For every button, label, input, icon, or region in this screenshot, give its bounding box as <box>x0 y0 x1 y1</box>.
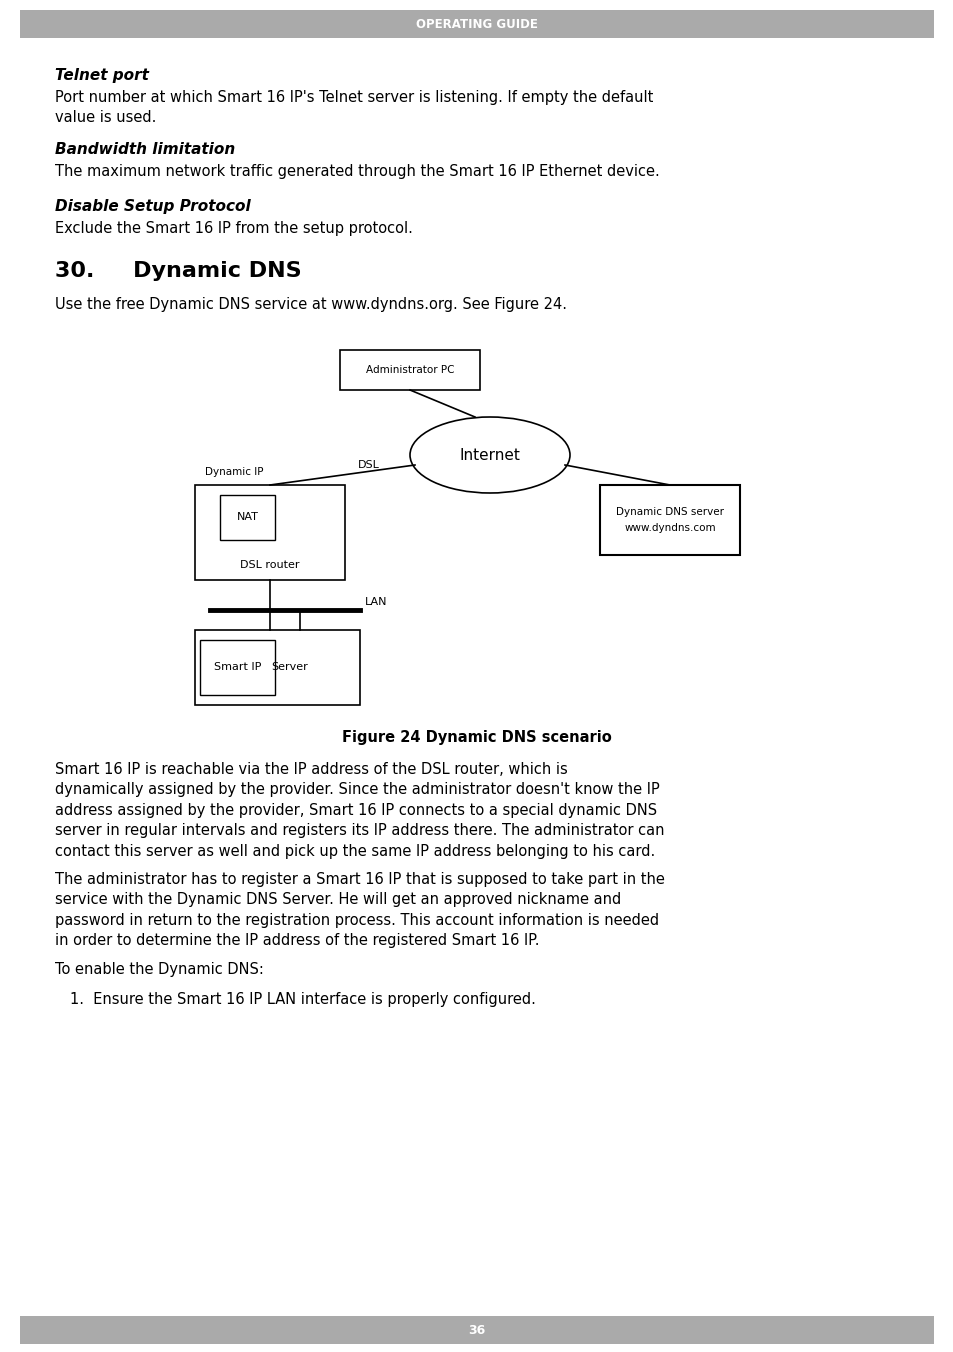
Text: NAT: NAT <box>236 512 258 522</box>
Text: Telnet port: Telnet port <box>55 68 149 82</box>
Text: Internet: Internet <box>459 448 520 462</box>
Text: Smart IP: Smart IP <box>213 662 261 672</box>
Text: Exclude the Smart 16 IP from the setup protocol.: Exclude the Smart 16 IP from the setup p… <box>55 220 413 237</box>
Text: www.dyndns.com: www.dyndns.com <box>623 523 715 533</box>
Text: Bandwidth limitation: Bandwidth limitation <box>55 142 235 157</box>
Ellipse shape <box>410 416 569 493</box>
Text: The administrator has to register a Smart 16 IP that is supposed to take part in: The administrator has to register a Smar… <box>55 872 664 948</box>
Text: Use the free Dynamic DNS service at www.dyndns.org. See Figure 24.: Use the free Dynamic DNS service at www.… <box>55 297 566 312</box>
FancyBboxPatch shape <box>220 495 274 539</box>
FancyBboxPatch shape <box>194 485 345 580</box>
Text: The maximum network traffic generated through the Smart 16 IP Ethernet device.: The maximum network traffic generated th… <box>55 164 659 178</box>
FancyBboxPatch shape <box>194 630 359 704</box>
Text: Figure 24 Dynamic DNS scenario: Figure 24 Dynamic DNS scenario <box>342 730 611 745</box>
Text: Dynamic DNS server: Dynamic DNS server <box>616 507 723 516</box>
FancyBboxPatch shape <box>339 350 479 389</box>
Text: DSL router: DSL router <box>240 560 299 571</box>
FancyBboxPatch shape <box>200 639 274 695</box>
Text: To enable the Dynamic DNS:: To enable the Dynamic DNS: <box>55 963 264 977</box>
Text: Administrator PC: Administrator PC <box>365 365 454 375</box>
Text: Dynamic IP: Dynamic IP <box>205 466 263 477</box>
Text: 30.     Dynamic DNS: 30. Dynamic DNS <box>55 261 301 281</box>
Text: OPERATING GUIDE: OPERATING GUIDE <box>416 18 537 31</box>
Text: DSL: DSL <box>357 460 379 470</box>
FancyBboxPatch shape <box>599 485 740 556</box>
FancyBboxPatch shape <box>20 9 933 38</box>
Text: LAN: LAN <box>365 598 387 607</box>
Text: Port number at which Smart 16 IP's Telnet server is listening. If empty the defa: Port number at which Smart 16 IP's Telne… <box>55 91 653 124</box>
Text: Disable Setup Protocol: Disable Setup Protocol <box>55 199 251 214</box>
Text: 1.  Ensure the Smart 16 IP LAN interface is properly configured.: 1. Ensure the Smart 16 IP LAN interface … <box>70 992 536 1007</box>
Text: 36: 36 <box>468 1324 485 1337</box>
Text: Smart 16 IP is reachable via the IP address of the DSL router, which is
dynamica: Smart 16 IP is reachable via the IP addr… <box>55 763 664 859</box>
Text: Server: Server <box>272 662 308 672</box>
FancyBboxPatch shape <box>20 1315 933 1344</box>
